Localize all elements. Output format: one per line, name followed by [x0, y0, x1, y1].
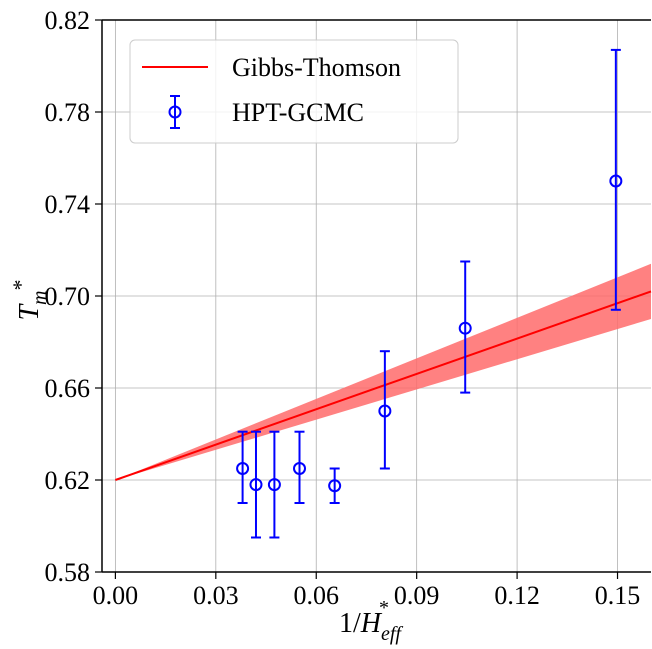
gibbs-thomson-line-group [115, 290, 652, 481]
y-tick-label: 0.74 [45, 190, 91, 219]
hpt-gcmc-point [249, 478, 263, 492]
hpt-gcmc-point [267, 478, 281, 492]
hpt-gcmc-point [609, 174, 623, 188]
x-tick-label: 0.15 [595, 581, 641, 610]
x-tick-labels: 0.00 0.03 0.06 0.09 0.12 0.15 [93, 581, 641, 610]
x-axis-label: 1/Heff* [339, 597, 403, 645]
x-tick-label: 0.03 [193, 581, 239, 610]
hpt-gcmc-point [328, 479, 342, 493]
legend: Gibbs-Thomson HPT-GCMC [129, 39, 459, 144]
y-tick-label: 0.82 [45, 6, 91, 35]
y-axis-label: Tm* [8, 279, 51, 320]
hpt-gcmc-point [293, 462, 307, 475]
gibbs-thomson-uncertainty-band [115, 263, 651, 480]
x-tick-label: 0.12 [494, 581, 540, 610]
hpt-gcmc-point [458, 321, 472, 335]
y-tick-label: 0.62 [45, 466, 91, 495]
legend-box [129, 39, 459, 144]
hpt-gcmc-point [236, 462, 250, 475]
legend-hpt-gcmc-label: HPT-GCMC [232, 98, 364, 127]
x-tick-label: 0.00 [93, 581, 139, 610]
hpt-gcmc-point [378, 404, 392, 418]
y-tick-label: 0.66 [45, 374, 91, 403]
x-tick-label: 0.09 [394, 581, 440, 610]
gibbs-thomson-band-group [115, 263, 651, 480]
x-tick-label: 0.06 [293, 581, 339, 610]
y-tick-label: 0.78 [45, 98, 91, 127]
legend-gibbs-thomson-label: Gibbs-Thomson [232, 53, 401, 82]
plot-frame [95, 19, 651, 579]
hpt-gcmc-points-group [236, 48, 623, 539]
y-tick-labels: 0.58 0.62 0.66 0.70 0.74 0.78 0.82 [45, 6, 91, 587]
y-tick-label: 0.70 [45, 282, 91, 311]
gibbs-thomson-line [115, 290, 652, 481]
y-tick-label: 0.58 [45, 558, 91, 587]
legend-hpt-gcmc-marker [168, 105, 182, 119]
